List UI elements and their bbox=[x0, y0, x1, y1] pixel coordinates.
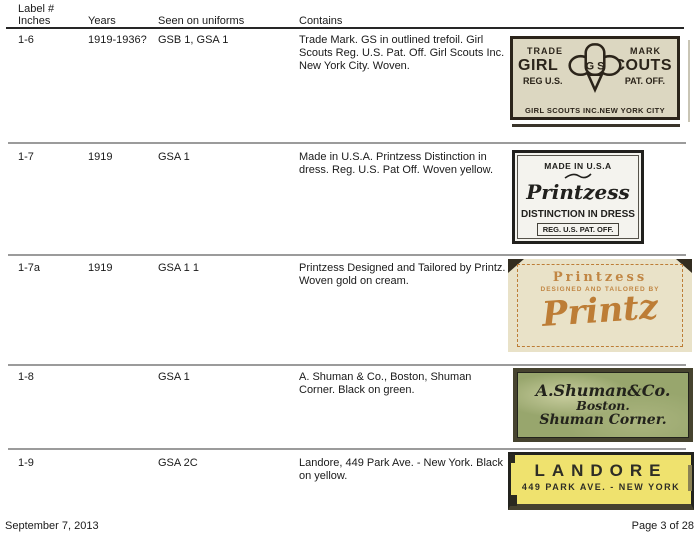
flourish-ornament-icon bbox=[564, 173, 592, 179]
photo-corner-shadow bbox=[510, 495, 517, 506]
girl-scouts-trefoil-label-photo: TRADE MARK GIRL SCOUTS REG U.S. PAT. OFF… bbox=[510, 36, 680, 120]
table-row: 1-8 GSA 1 A. Shuman & Co., Boston, Shuma… bbox=[0, 371, 699, 448]
label-embroidered-frame bbox=[517, 264, 683, 347]
cell-label-number: 1-7 bbox=[18, 151, 34, 163]
table-row: 1-9 GSA 2C Landore, 449 Park Ave. - New … bbox=[0, 457, 699, 517]
printzess-label-photo: MADE IN U.S.A Printzess DISTINCTION IN D… bbox=[512, 150, 644, 244]
photo-corner-shadow bbox=[510, 454, 515, 463]
cell-uniforms: GSB 1, GSA 1 bbox=[158, 34, 229, 46]
label-text: PAT. OFF. bbox=[624, 76, 665, 86]
row-separator bbox=[8, 364, 686, 366]
cell-years: 1919 bbox=[88, 262, 113, 274]
label-top-line: TRADE MARK bbox=[513, 39, 677, 56]
label-inner: A.Shuman&Co. Boston. Shuman Corner. bbox=[517, 372, 689, 438]
label-text: MARK bbox=[630, 46, 661, 56]
label-brand-text: LANDORE bbox=[534, 461, 668, 480]
label-inner-frame: MADE IN U.S.A Printzess DISTINCTION IN D… bbox=[517, 155, 639, 239]
column-header-label-number: Label # bbox=[18, 3, 55, 15]
header-rule bbox=[6, 27, 684, 29]
cell-label-number: 1-7a bbox=[18, 262, 41, 274]
table-row: 1-7 1919 GSA 1 Made in U.S.A. Printzess … bbox=[0, 151, 699, 254]
label-brand-text: Printzess bbox=[552, 270, 648, 285]
photo-edge bbox=[688, 40, 690, 122]
printz-label-photo: Printzess DESIGNED AND TAILORED BY Print… bbox=[508, 259, 692, 352]
label-text: TRADE bbox=[527, 46, 563, 56]
label-text: REG. U.S. PAT. OFF. bbox=[536, 223, 620, 236]
row-separator bbox=[8, 254, 686, 256]
cell-uniforms: GSA 1 bbox=[158, 371, 190, 383]
cell-contains: A. Shuman & Co., Boston, Shuman Corner. … bbox=[299, 371, 472, 396]
cell-contains: Landore, 449 Park Ave. - New York. Black… bbox=[299, 457, 504, 482]
table-row: 1-6 1919-1936? GSB 1, GSA 1 Trade Mark. … bbox=[0, 34, 699, 142]
label-bottom-line: GIRL SCOUTS INC.NEW YORK CITY bbox=[524, 106, 666, 115]
trefoil-monogram: G S bbox=[586, 61, 605, 73]
cell-label-number: 1-8 bbox=[18, 371, 34, 383]
label-text: A.Shuman&Co. bbox=[535, 381, 671, 401]
trefoil-icon: G S bbox=[568, 43, 622, 94]
landore-label-photo: LANDORE 449 PARK AVE. - NEW YORK bbox=[508, 452, 694, 510]
cell-years: 1919 bbox=[88, 151, 113, 163]
label-reg-line: REG U.S. PAT. OFF. bbox=[513, 75, 677, 86]
cell-uniforms: GSA 1 1 bbox=[158, 262, 199, 274]
column-header-contains: Contains bbox=[299, 15, 343, 27]
label-text: DISTINCTION IN DRESS bbox=[521, 209, 635, 220]
label-text: REG U.S. bbox=[523, 76, 563, 86]
cell-contains: Made in U.S.A. Printzess Distinction in … bbox=[299, 151, 494, 176]
row-separator bbox=[8, 448, 686, 450]
footer-page-number: Page 3 of 28 bbox=[631, 520, 694, 532]
table-row: 1-7a 1919 GSA 1 1 Printzess Designed and… bbox=[0, 262, 699, 362]
cell-contains: Printzess Designed and Tailored by Print… bbox=[299, 262, 506, 287]
label-text: Shuman Corner. bbox=[539, 411, 667, 428]
label-text: DESIGNED AND TAILORED BY bbox=[540, 286, 660, 293]
cell-contains: Trade Mark. GS in outlined trefoil. Girl… bbox=[299, 34, 505, 72]
cell-label-number: 1-6 bbox=[18, 34, 34, 46]
cell-uniforms: GSA 2C bbox=[158, 457, 198, 469]
shuman-label-photo: A.Shuman&Co. Boston. Shuman Corner. bbox=[513, 368, 693, 442]
cell-label-number: 1-9 bbox=[18, 457, 34, 469]
label-text: Boston. bbox=[576, 398, 630, 414]
label-text: MADE IN U.S.A bbox=[544, 161, 612, 171]
column-header-years: Years bbox=[88, 15, 116, 27]
column-header-seen-on-uniforms: Seen on uniforms bbox=[158, 15, 245, 27]
cell-uniforms: GSA 1 bbox=[158, 151, 190, 163]
label-text: GIRL bbox=[518, 57, 559, 74]
cell-years: 1919-1936? bbox=[88, 34, 147, 46]
photo-edge bbox=[688, 465, 692, 491]
row-separator bbox=[8, 142, 686, 144]
label-brand-text: Printzess bbox=[526, 180, 630, 204]
label-text: 449 PARK AVE. - NEW YORK bbox=[521, 482, 681, 492]
footer-date: September 7, 2013 bbox=[5, 520, 99, 532]
column-header-inches: Inches bbox=[18, 15, 51, 27]
photo-edge bbox=[512, 124, 680, 127]
